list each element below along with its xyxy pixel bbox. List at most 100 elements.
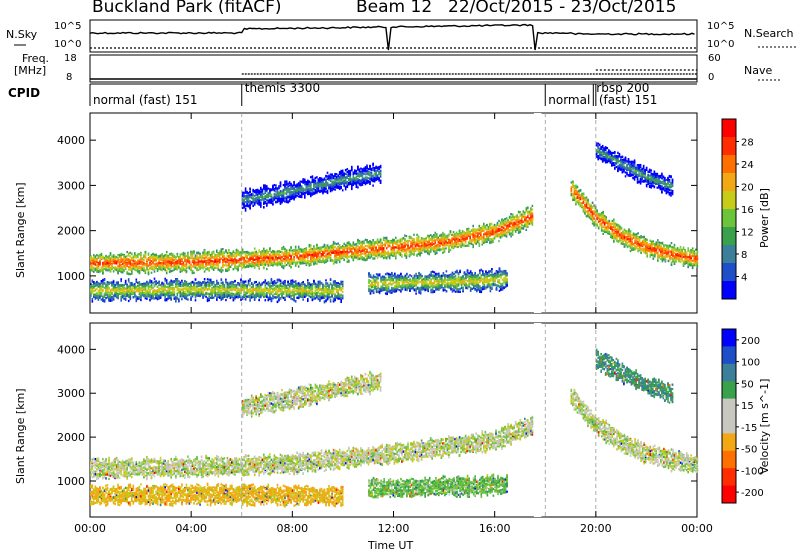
range-cell: [183, 257, 185, 259]
range-cell: [369, 256, 371, 258]
range-cell: [140, 269, 142, 271]
range-cell: [237, 261, 239, 263]
range-cell: [180, 271, 182, 273]
range-cell: [453, 245, 455, 247]
range-cell: [310, 263, 312, 265]
range-cell: [148, 292, 150, 294]
range-cell: [457, 246, 459, 248]
range-cell: [221, 271, 223, 273]
range-cell: [161, 286, 163, 288]
range-cell: [523, 221, 525, 223]
range-cell: [523, 213, 525, 215]
range-cell: [439, 245, 441, 247]
range-cell: [102, 283, 104, 285]
range-cell: [489, 238, 491, 240]
range-cell: [419, 252, 421, 254]
range-cell: [218, 255, 220, 257]
range-cell: [199, 261, 201, 263]
range-cell: [116, 256, 118, 258]
range-cell: [210, 266, 212, 268]
range-cell: [503, 234, 505, 236]
range-cell: [328, 252, 330, 254]
range-cell: [116, 294, 118, 296]
range-cell: [520, 214, 522, 216]
range-cell: [524, 216, 526, 218]
range-cell: [422, 242, 424, 244]
range-cell: [356, 245, 358, 247]
range-cell: [427, 246, 429, 248]
range-cell: [107, 260, 109, 262]
range-cell: [331, 259, 333, 261]
range-cell: [190, 257, 192, 259]
range-cell: [145, 294, 147, 296]
range-cell: [234, 263, 236, 265]
range-cell: [254, 248, 256, 250]
range-cell: [263, 250, 265, 252]
range-cell: [148, 273, 150, 275]
range-cell: [126, 273, 128, 275]
range-cell: [394, 246, 396, 248]
range-cell: [451, 234, 453, 236]
range-cell: [350, 248, 352, 250]
range-cell: [466, 231, 468, 233]
range-cell: [148, 257, 150, 259]
range-cell: [351, 256, 353, 258]
range-cell: [340, 247, 342, 249]
range-cell: [126, 259, 128, 261]
range-cell: [430, 234, 432, 236]
range-cell: [95, 293, 97, 295]
range-cell: [523, 225, 525, 227]
range-cell: [137, 285, 139, 287]
range-cell: [221, 249, 223, 251]
range-cell: [184, 260, 186, 262]
range-cell: [507, 224, 509, 226]
range-cell: [301, 257, 303, 259]
range-cell: [494, 224, 496, 226]
range-cell: [187, 267, 189, 269]
range-cell: [243, 261, 245, 263]
range-cell: [216, 258, 218, 260]
range-cell: [441, 234, 443, 236]
range-cell: [532, 212, 534, 214]
range-cell: [192, 258, 194, 260]
range-cell: [202, 261, 204, 263]
range-cell: [392, 249, 394, 251]
range-cell: [295, 246, 297, 248]
range-cell: [520, 211, 522, 213]
range-cell: [422, 247, 424, 249]
range-cell: [532, 224, 534, 226]
range-cell: [224, 252, 226, 254]
range-cell: [216, 256, 218, 258]
range-cell: [359, 248, 361, 250]
range-cell: [113, 289, 115, 291]
range-cell: [389, 245, 391, 247]
range-cell: [529, 223, 531, 225]
range-cell: [479, 229, 481, 231]
range-cell: [302, 254, 304, 256]
range-cell: [184, 257, 186, 259]
range-cell: [148, 286, 150, 288]
range-cell: [160, 254, 162, 256]
range-cell: [239, 259, 241, 261]
range-cell: [258, 257, 260, 259]
range-cell: [98, 270, 100, 272]
range-cell: [92, 298, 94, 300]
range-cell: [503, 222, 505, 224]
range-cell: [131, 273, 133, 275]
range-cell: [199, 267, 201, 269]
range-cell: [360, 250, 362, 252]
range-cell: [136, 298, 138, 300]
range-cell: [130, 290, 132, 292]
range-cell: [353, 242, 355, 244]
range-cell: [160, 284, 162, 286]
range-cell: [357, 242, 359, 244]
range-cell: [116, 269, 118, 271]
range-cell: [363, 241, 365, 243]
range-cell: [430, 245, 432, 247]
range-cell: [327, 250, 329, 252]
range-cell: [318, 261, 320, 263]
range-cell: [195, 267, 197, 269]
range-cell: [507, 227, 509, 229]
range-cell: [90, 267, 92, 269]
freq-frame: [90, 55, 697, 82]
